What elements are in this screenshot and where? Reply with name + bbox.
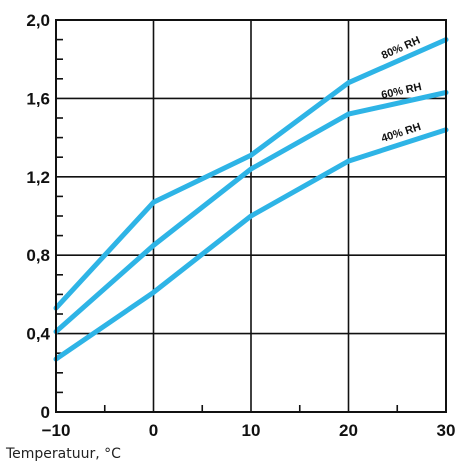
series-line — [53, 37, 449, 311]
y-tick-label: 1,6 — [26, 89, 50, 108]
y-tick-labels: 0 0,4 0,8 1,2 1,6 2,0 — [26, 11, 50, 422]
x-tick-label: −10 — [42, 421, 71, 440]
y-tick-label: 2,0 — [26, 11, 50, 30]
x-tick-labels: −10 0 10 20 30 — [42, 421, 456, 440]
x-tick-label: 20 — [339, 421, 358, 440]
y-tick-label: 1,2 — [26, 168, 50, 187]
y-tick-label: 0,8 — [26, 246, 50, 265]
series-line — [53, 90, 449, 335]
plot-frame — [55, 19, 447, 413]
axes — [55, 19, 447, 413]
y-tick-label: 0 — [41, 403, 50, 422]
x-tick-label: 30 — [437, 421, 456, 440]
x-tick-label: 10 — [242, 421, 261, 440]
series-lines — [53, 37, 449, 362]
y-tick-label: 0,4 — [26, 325, 50, 344]
x-axis-label: Temperatuur, °C — [6, 446, 121, 462]
x-tick-label: 0 — [149, 421, 158, 440]
series-line — [53, 127, 449, 362]
minor-ticks — [56, 38, 399, 412]
